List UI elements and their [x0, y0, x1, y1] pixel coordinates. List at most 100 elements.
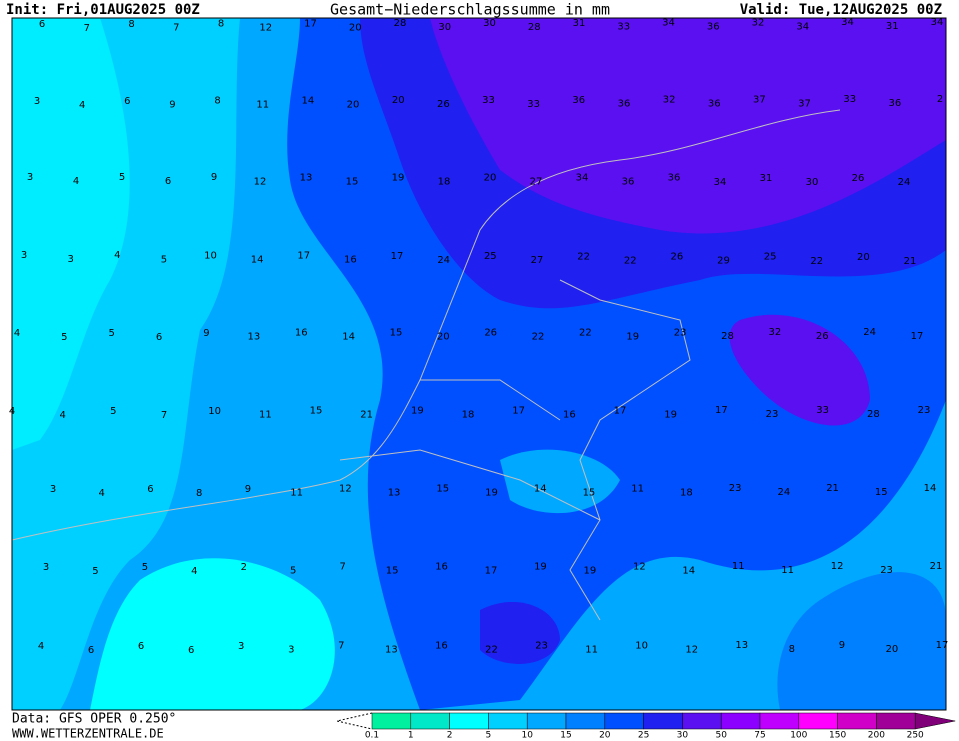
colorbar-box: [565, 712, 606, 730]
colorbar-label: 50: [715, 731, 727, 741]
grid-value: 3: [21, 250, 27, 261]
grid-value: 36: [622, 177, 635, 188]
grid-value: 36: [708, 99, 721, 110]
grid-value: 11: [290, 488, 303, 499]
grid-value: 30: [806, 177, 819, 188]
grid-value: 12: [259, 23, 272, 34]
grid-value: 17: [304, 18, 317, 29]
grid-value: 33: [843, 94, 856, 105]
grid-value: 22: [810, 256, 823, 267]
grid-value: 33: [527, 99, 540, 110]
grid-value: 20: [857, 252, 870, 263]
grid-value: 6: [156, 332, 162, 343]
grid-value: 7: [339, 562, 345, 573]
grid-value: 18: [438, 176, 451, 187]
grid-value: 27: [531, 255, 544, 266]
grid-value: 19: [664, 409, 677, 420]
grid-value: 4: [73, 176, 79, 187]
grid-value: 12: [831, 561, 844, 572]
colorbar-label: 10: [521, 731, 533, 741]
grid-value: 33: [816, 405, 829, 416]
grid-value: 14: [924, 483, 937, 494]
grid-value: 14: [251, 255, 264, 266]
grid-value: 19: [392, 172, 405, 183]
colorbar-box: [449, 712, 489, 730]
grid-value: 15: [875, 487, 888, 498]
grid-value: 3: [50, 484, 56, 495]
colorbar-label: 1: [408, 731, 414, 741]
grid-value: 2: [241, 562, 247, 573]
grid-value: 21: [904, 256, 917, 267]
grid-value: 27: [530, 177, 543, 188]
grid-value: 3: [288, 645, 294, 656]
grid-value: 11: [585, 644, 598, 655]
grid-value: 34: [841, 17, 854, 28]
grid-value: 12: [339, 484, 352, 495]
init-time: Init: Fri,01AUG2025 00Z: [6, 2, 200, 18]
grid-value: 6: [165, 176, 171, 187]
grid-value: 11: [631, 483, 644, 494]
colorbar-box: [682, 712, 722, 730]
grid-value: 36: [707, 22, 720, 33]
grid-value: 3: [238, 641, 244, 652]
grid-value: 25: [764, 252, 777, 263]
grid-value: 13: [247, 332, 260, 343]
grid-value: 20: [437, 332, 450, 343]
grid-value: 17: [485, 566, 498, 577]
grid-value: 33: [617, 22, 630, 33]
grid-value: 5: [161, 254, 167, 265]
grid-value: 15: [583, 487, 596, 498]
colorbar-box: [876, 712, 916, 730]
grid-value: 26: [484, 327, 497, 338]
grid-value: 15: [436, 484, 449, 495]
colorbar-box: [720, 712, 761, 730]
grid-value: 16: [563, 409, 576, 420]
grid-value: 8: [218, 19, 224, 30]
grid-value: 8: [196, 488, 202, 499]
website: WWW.WETTERZENTRALE.DE: [12, 727, 164, 741]
grid-value: 6: [124, 96, 130, 107]
grid-value: 6: [147, 484, 153, 495]
grid-value: 20: [484, 173, 497, 184]
grid-value: 20: [886, 644, 899, 655]
grid-value: 13: [388, 488, 401, 499]
grid-value: 16: [295, 328, 308, 339]
grid-value: 13: [735, 640, 748, 651]
colorbar-box: [410, 712, 450, 730]
data-source: Data: GFS OPER 0.250°: [12, 712, 176, 727]
grid-value: 7: [84, 23, 90, 34]
colorbar-label: 75: [754, 731, 765, 741]
colorbar-label: 250: [907, 731, 924, 741]
grid-value: 32: [769, 327, 782, 338]
grid-value: 5: [142, 562, 148, 573]
colorbar-box: [643, 712, 683, 730]
grid-value: 28: [867, 409, 880, 420]
grid-value: 4: [14, 328, 20, 339]
grid-value: 14: [342, 332, 355, 343]
grid-value: 26: [437, 99, 450, 110]
grid-value: 17: [936, 640, 949, 651]
colorbar-label: 100: [790, 731, 807, 741]
grid-value: 30: [438, 22, 451, 33]
colorbar-box: [371, 712, 412, 730]
colorbar-box: [488, 712, 528, 730]
grid-value: 17: [512, 405, 525, 416]
grid-value: 15: [390, 328, 403, 339]
grid-value: 36: [572, 95, 585, 106]
grid-value: 28: [721, 331, 734, 342]
grid-value: 5: [92, 566, 98, 577]
grid-value: 3: [27, 172, 33, 183]
grid-value: 4: [191, 566, 197, 577]
grid-value: 8: [214, 96, 220, 107]
grid-value: 15: [386, 566, 399, 577]
grid-value: 24: [898, 177, 911, 188]
grid-value: 23: [729, 483, 742, 494]
grid-value: 34: [576, 173, 589, 184]
grid-value: 26: [816, 331, 829, 342]
colorbar-label: 200: [868, 731, 885, 741]
grid-value: 22: [579, 327, 592, 338]
grid-value: 25: [484, 251, 497, 262]
colorbar-box: [798, 712, 838, 730]
grid-value: 12: [254, 176, 267, 187]
